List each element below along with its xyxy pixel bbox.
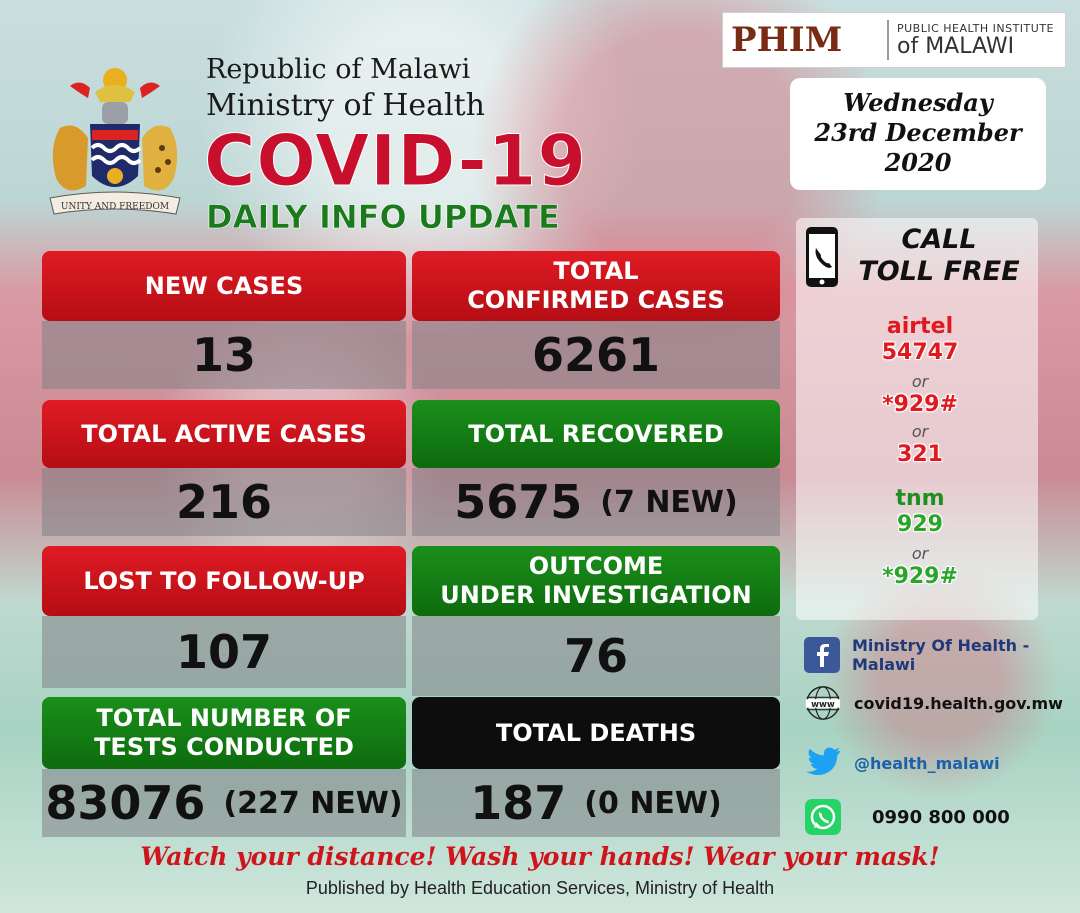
total-recovered-new: (7 NEW) bbox=[600, 484, 738, 520]
lost-to-follow-up-header: LOST TO FOLLOW-UP bbox=[42, 546, 406, 616]
total-tests-value: 83076 bbox=[45, 776, 206, 830]
outcome-under-investigation-header: OUTCOME UNDER INVESTIGATION bbox=[412, 546, 780, 616]
total-confirmed-label-line1: TOTAL bbox=[553, 257, 639, 285]
active-cases-value: 216 bbox=[175, 475, 273, 529]
new-cases-value: 13 bbox=[191, 328, 256, 382]
twitter-handle: @health_malawi bbox=[854, 753, 1000, 773]
total-deaths-label: TOTAL DEATHS bbox=[495, 718, 697, 747]
or-text: or bbox=[911, 544, 929, 563]
whatsapp-icon bbox=[804, 798, 842, 836]
total-tests-header: TOTAL NUMBER OF TESTS CONDUCTED bbox=[42, 697, 406, 769]
safety-slogan: Watch your distance! Wash your hands! We… bbox=[140, 842, 940, 871]
or-text: or bbox=[911, 372, 929, 391]
svg-text:www: www bbox=[811, 700, 835, 710]
svg-text:UNITY AND FREEDOM: UNITY AND FREEDOM bbox=[61, 202, 169, 212]
new-cases-header: NEW CASES bbox=[42, 251, 406, 321]
smartphone-icon bbox=[806, 227, 838, 287]
whatsapp-link[interactable]: 0990 800 000 bbox=[804, 798, 1010, 836]
total-deaths-value-box: 187 (0 NEW) bbox=[412, 769, 780, 837]
lost-to-follow-up-value-box: 107 bbox=[42, 616, 406, 688]
airtel-label: airtel bbox=[886, 314, 954, 339]
total-recovered-label: TOTAL RECOVERED bbox=[468, 419, 724, 448]
tnm-number-1: 929 bbox=[897, 512, 943, 537]
total-confirmed-label-line2: CONFIRMED CASES bbox=[467, 286, 725, 314]
total-deaths-new: (0 NEW) bbox=[584, 785, 722, 821]
phim-logo-mark: PHIM bbox=[731, 20, 843, 60]
ministry-heading: Ministry of Health bbox=[206, 88, 485, 123]
active-cases-header: TOTAL ACTIVE CASES bbox=[42, 400, 406, 468]
lost-to-follow-up-value: 107 bbox=[175, 625, 273, 679]
total-confirmed-header: TOTAL CONFIRMED CASES bbox=[412, 251, 780, 321]
lost-to-follow-up-label: LOST TO FOLLOW-UP bbox=[83, 566, 365, 595]
active-cases-value-box: 216 bbox=[42, 468, 406, 536]
call-toll-free-title: CALL TOLL FREE bbox=[844, 224, 1034, 288]
facebook-icon bbox=[804, 636, 840, 674]
page-title: COVID-19 bbox=[203, 120, 588, 203]
date-box: Wednesday 23rd December 2020 bbox=[790, 78, 1046, 190]
outcome-label-line2: UNDER INVESTIGATION bbox=[440, 581, 752, 609]
globe-icon: www bbox=[804, 684, 842, 722]
total-recovered-header: TOTAL RECOVERED bbox=[412, 400, 780, 468]
total-deaths-header: TOTAL DEATHS bbox=[412, 697, 780, 769]
publisher-credit: Published by Health Education Services, … bbox=[305, 878, 775, 898]
active-cases-label: TOTAL ACTIVE CASES bbox=[81, 419, 367, 448]
total-tests-value-box: 83076 (227 NEW) bbox=[42, 769, 406, 837]
outcome-label-line1: OUTCOME bbox=[528, 552, 664, 580]
tnm-label: tnm bbox=[895, 486, 945, 511]
new-cases-value-box: 13 bbox=[42, 321, 406, 389]
total-confirmed-value: 6261 bbox=[531, 328, 661, 382]
phim-name-line2: of MALAWI bbox=[897, 33, 1015, 59]
date-day-month: 23rd December bbox=[814, 118, 1022, 147]
total-tests-label-line1: TOTAL NUMBER OF bbox=[96, 704, 352, 732]
new-cases-label: NEW CASES bbox=[144, 271, 304, 300]
or-text: or bbox=[911, 422, 929, 441]
phim-logo: PHIM PUBLIC HEALTH INSTITUTE of MALAWI bbox=[722, 12, 1066, 68]
whatsapp-number: 0990 800 000 bbox=[872, 806, 1010, 828]
date-year: 2020 bbox=[884, 148, 952, 177]
total-recovered-value: 5675 bbox=[454, 475, 583, 529]
airtel-number-3: 321 bbox=[897, 442, 943, 467]
website-link[interactable]: www covid19.health.gov.mw bbox=[804, 684, 1063, 722]
republic-heading: Republic of Malawi bbox=[206, 54, 471, 85]
total-recovered-value-box: 5675 (7 NEW) bbox=[412, 468, 780, 536]
page-subtitle: DAILY INFO UPDATE bbox=[206, 198, 560, 237]
website-url: covid19.health.gov.mw bbox=[854, 693, 1063, 713]
call-title-line2: TOLL FREE bbox=[858, 256, 1020, 287]
airtel-number-1: 54747 bbox=[881, 340, 959, 365]
call-title-line1: CALL bbox=[901, 224, 977, 255]
phim-name-line1: PUBLIC HEALTH INSTITUTE bbox=[897, 21, 1054, 35]
twitter-link[interactable]: @health_malawi bbox=[804, 744, 1000, 782]
airtel-number-2: *929# bbox=[882, 392, 958, 417]
phim-divider bbox=[887, 20, 889, 60]
outcome-under-investigation-value-box: 76 bbox=[412, 616, 780, 696]
total-confirmed-value-box: 6261 bbox=[412, 321, 780, 389]
date-weekday: Wednesday bbox=[843, 88, 993, 117]
malawi-coat-of-arms-icon: UNITY AND FREEDOM bbox=[49, 68, 181, 215]
outcome-under-investigation-value: 76 bbox=[563, 629, 628, 683]
facebook-page-name: Ministry Of Health - Malawi bbox=[852, 636, 1030, 674]
total-tests-new: (227 NEW) bbox=[223, 785, 403, 821]
total-tests-label-line2: TESTS CONDUCTED bbox=[94, 733, 354, 761]
twitter-icon bbox=[804, 744, 842, 782]
total-deaths-value: 187 bbox=[470, 776, 567, 830]
facebook-link[interactable]: Ministry Of Health - Malawi bbox=[804, 636, 1080, 674]
tnm-number-2: *929# bbox=[882, 564, 958, 589]
